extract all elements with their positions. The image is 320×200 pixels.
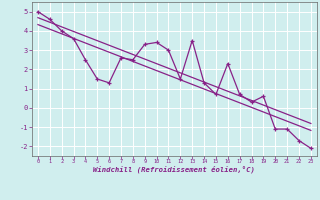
X-axis label: Windchill (Refroidissement éolien,°C): Windchill (Refroidissement éolien,°C) <box>93 166 255 173</box>
